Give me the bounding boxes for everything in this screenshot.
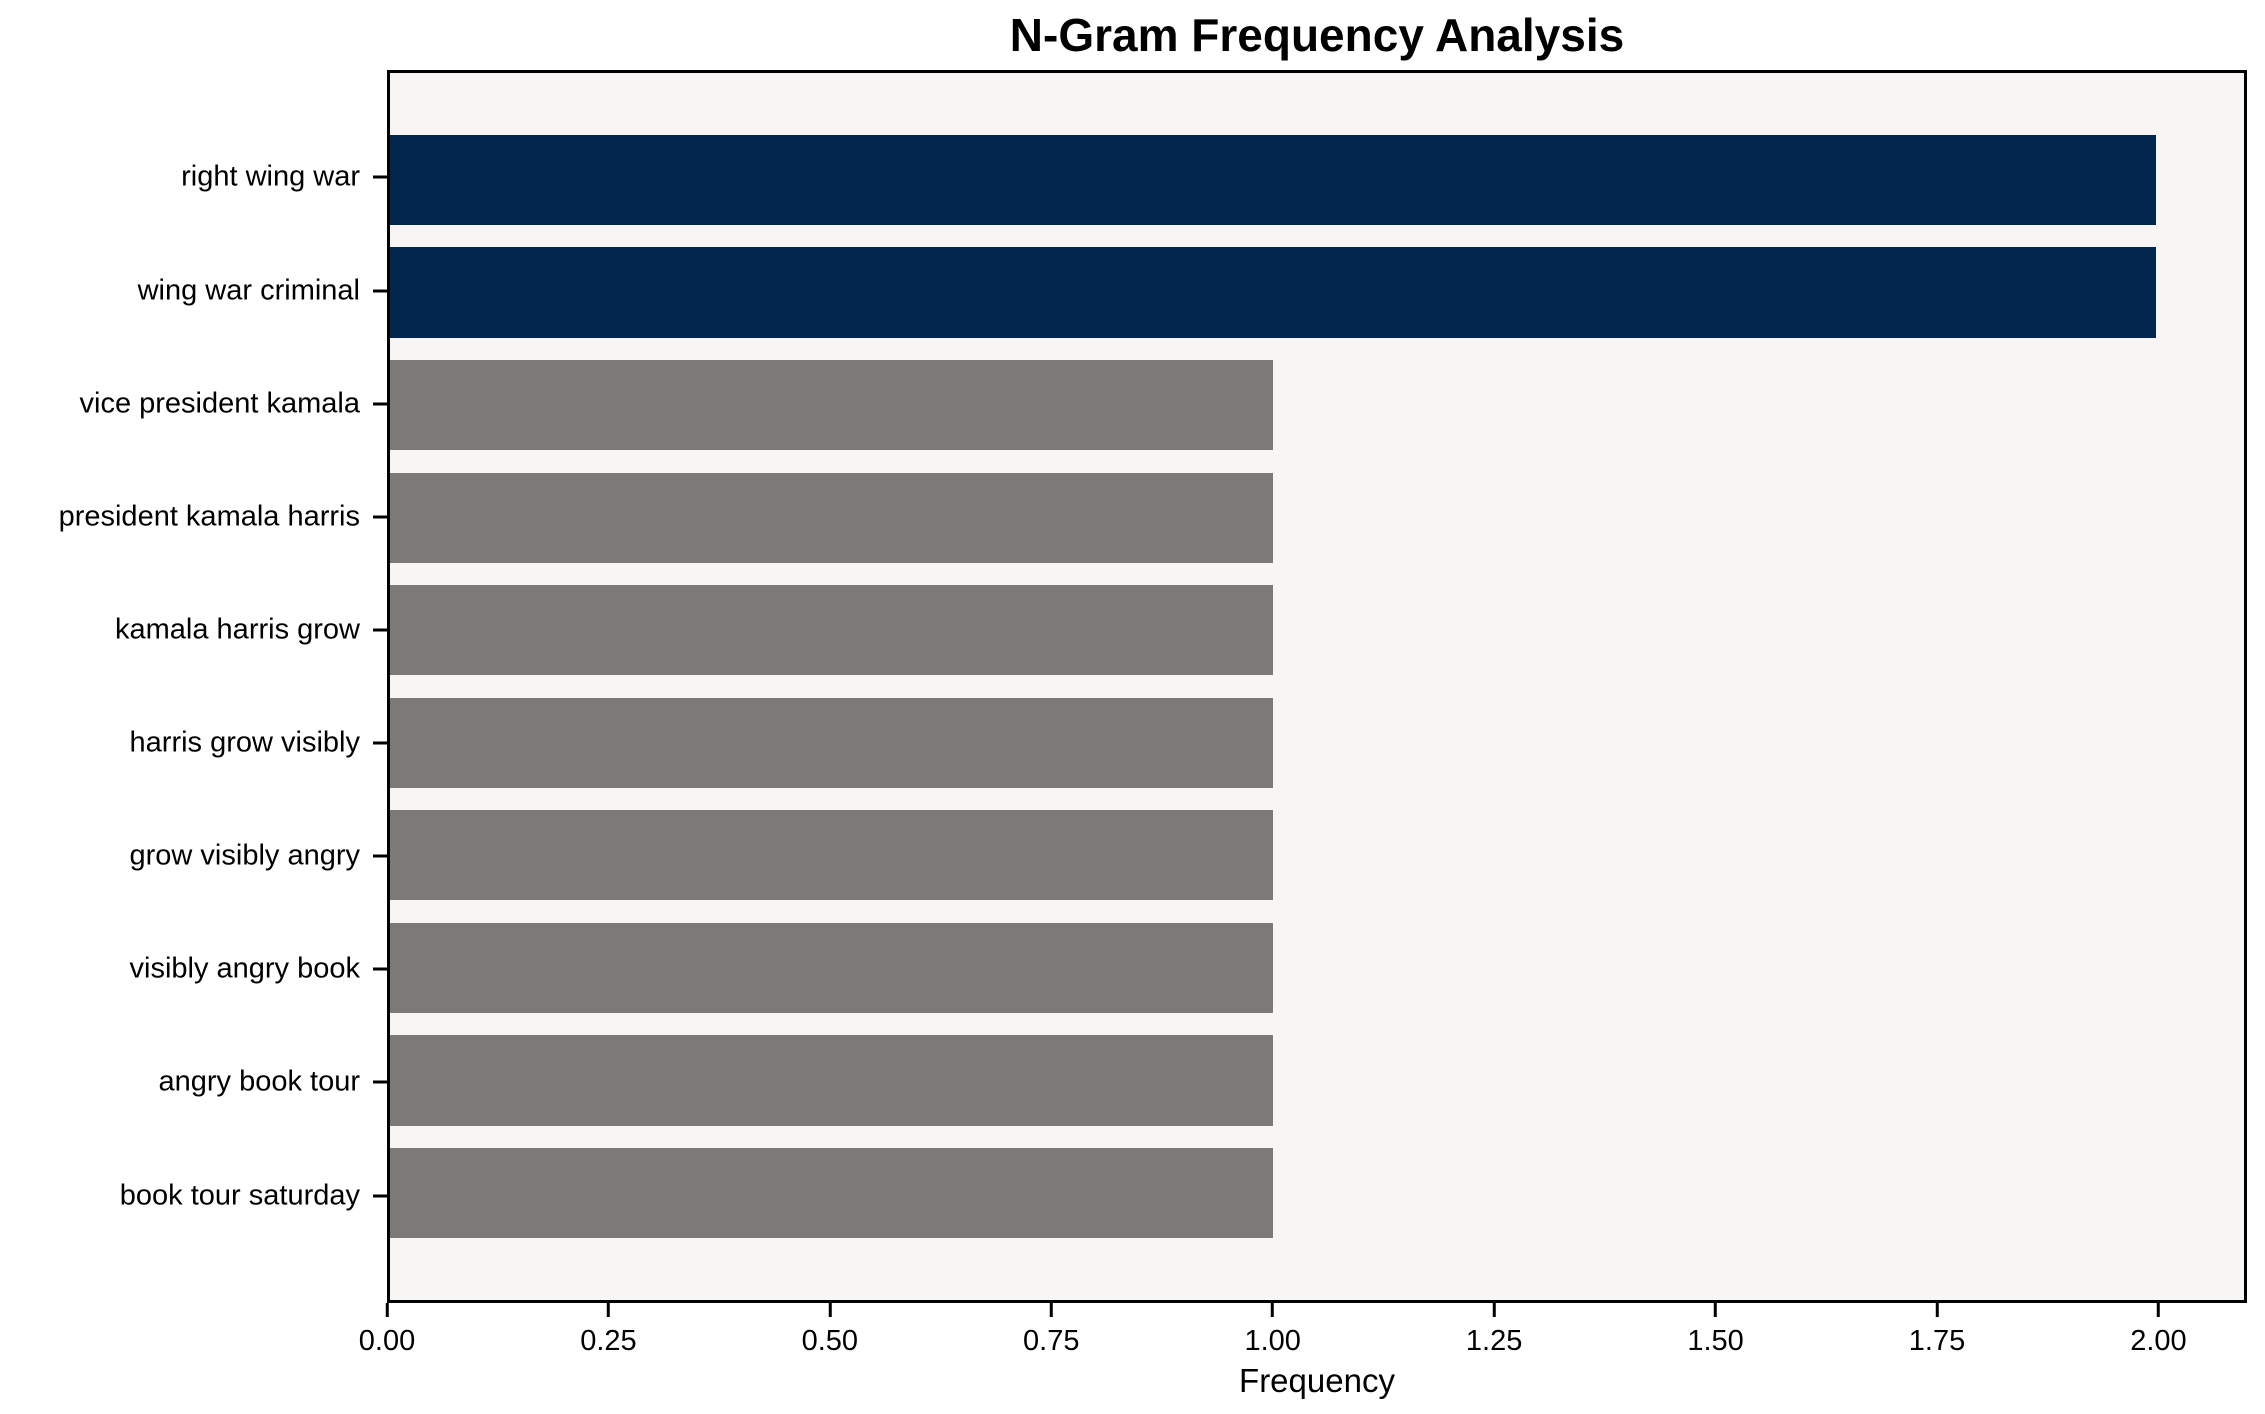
y-tick-label: kamala harris grow	[115, 613, 360, 646]
bar-vice-president-kamala	[390, 360, 1273, 451]
y-tick-label: harris grow visibly	[129, 726, 360, 759]
x-tick-label: 0.75	[1023, 1325, 1080, 1357]
x-tick-mark	[1935, 1303, 1939, 1317]
y-tick-mark	[373, 967, 387, 971]
x-tick-mark	[2156, 1303, 2160, 1317]
x-tick-mark	[1714, 1303, 1718, 1317]
y-tick-label: wing war criminal	[137, 274, 360, 307]
x-tick-label: 2.00	[2130, 1325, 2187, 1357]
x-axis-label: Frequency	[1239, 1362, 1395, 1399]
y-tick-label: right wing war	[181, 160, 360, 193]
y-tick-mark	[373, 1194, 387, 1198]
y-tick-mark	[373, 854, 387, 858]
y-tick-mark	[373, 175, 387, 179]
bar-book-tour-saturday	[390, 1148, 1273, 1239]
x-tick-label: 0.50	[801, 1325, 859, 1357]
y-tick-label: visibly angry book	[129, 952, 361, 985]
y-axis-labels: right wing war wing war criminal vice pres…	[0, 70, 360, 1303]
x-tick: 0.50	[802, 1303, 858, 1358]
bar-grow-visibly-angry	[390, 810, 1273, 901]
x-tick: 0.00	[359, 1303, 415, 1358]
y-tick-mark	[373, 515, 387, 519]
x-tick: 1.25	[1466, 1303, 1522, 1358]
x-tick-mark	[1049, 1303, 1053, 1317]
x-tick-mark	[828, 1303, 832, 1317]
y-tick-label: book tour saturday	[119, 1179, 360, 1212]
bar-kamala-harris-grow	[390, 585, 1273, 676]
bar-wing-war-criminal	[390, 247, 2156, 338]
x-axis-ticks: 0.00 0.25 0.50 0.75 1.00 1.25 1.50 1.75 2.00	[359, 1303, 2247, 1393]
plot-area	[387, 70, 2247, 1303]
y-tick-label: grow visibly angry	[129, 839, 360, 872]
x-tick-mark	[1271, 1303, 1275, 1317]
x-tick: 0.75	[1023, 1303, 1080, 1358]
bar-right-wing-war	[390, 134, 2156, 225]
bar-president-kamala-harris	[390, 472, 1273, 563]
x-tick: 1.75	[1909, 1303, 1965, 1358]
x-tick: 2.00	[2130, 1303, 2187, 1358]
x-tick: 1.50	[1687, 1303, 1744, 1358]
x-tick-label: 1.75	[1908, 1325, 1966, 1357]
x-tick-mark	[385, 1303, 389, 1317]
bar-visibly-angry-book	[390, 922, 1273, 1013]
y-tick-label: angry book tour	[158, 1065, 360, 1098]
x-tick-label: 1.25	[1465, 1325, 1523, 1357]
x-tick: 1.00	[1244, 1303, 1301, 1358]
bar-angry-book-tour	[390, 1035, 1273, 1126]
x-tick-mark	[606, 1303, 610, 1317]
y-tick-mark	[373, 289, 387, 293]
y-tick-mark	[373, 741, 387, 745]
y-tick-mark	[373, 628, 387, 632]
y-tick-label: president kamala harris	[58, 500, 360, 533]
chart-title: N-Gram Frequency Analysis	[1009, 9, 1625, 61]
bar-harris-grow-visibly	[390, 697, 1273, 788]
y-tick-label: vice president kamala	[79, 387, 360, 420]
y-tick-mark	[373, 1080, 387, 1084]
x-tick-label: 1.00	[1244, 1325, 1301, 1357]
x-tick-mark	[1492, 1303, 1496, 1317]
x-tick: 0.25	[580, 1303, 637, 1358]
x-tick-label: 0.25	[580, 1325, 637, 1357]
x-tick-label: 1.50	[1687, 1325, 1744, 1357]
x-tick-label: 0.00	[358, 1325, 416, 1357]
y-tick-mark	[373, 402, 387, 406]
y-axis-ticks	[373, 70, 387, 1303]
